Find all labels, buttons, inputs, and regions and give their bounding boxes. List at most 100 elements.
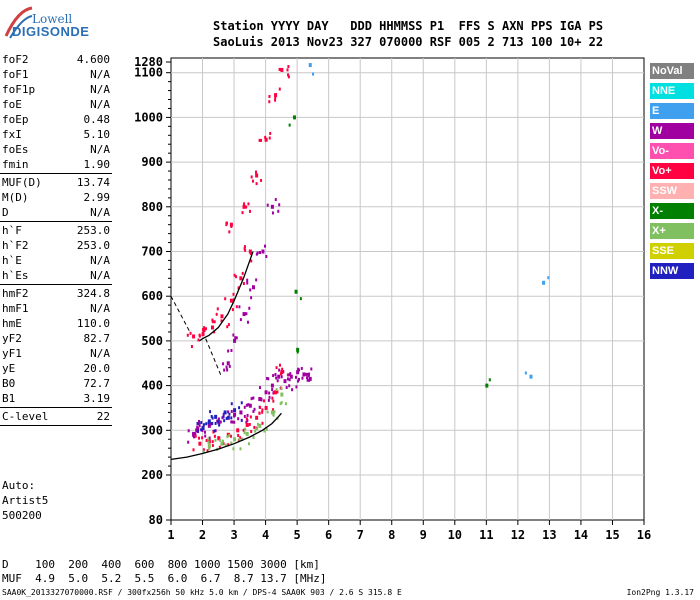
echo-point	[238, 437, 241, 441]
echo-point	[297, 368, 300, 372]
echo-point	[233, 338, 237, 343]
auto-code: 500200	[2, 509, 42, 522]
param-value: 253.0	[76, 224, 110, 237]
echo-point	[275, 388, 278, 392]
param-row: fmin 1.90	[0, 157, 112, 172]
echo-point	[246, 278, 249, 282]
station-header: Station YYYY DAY DDD HHMMSS P1 FFS S AXN…	[213, 18, 603, 50]
param-label: foF1	[2, 68, 29, 81]
echo-point	[233, 437, 237, 442]
echo-point	[187, 440, 190, 444]
echo-point	[195, 428, 199, 433]
param-value: 5.10	[83, 128, 111, 141]
echo-point	[255, 182, 258, 186]
echo-point	[272, 374, 275, 378]
echo-point	[264, 135, 267, 139]
echo-point	[189, 331, 192, 335]
param-row: h`E N/A	[0, 253, 112, 268]
echo-point	[249, 252, 252, 256]
echo-point	[219, 438, 222, 442]
echo-point	[217, 436, 220, 440]
echo-point	[206, 449, 209, 453]
legend: NoVal NNE E W Vo- Vo+ SSW X- X+ SSE NNW	[650, 63, 694, 283]
echo-point	[207, 443, 211, 448]
param-label: D	[2, 206, 9, 219]
y-tick-label: 300	[141, 423, 163, 437]
echo-point	[266, 203, 269, 207]
echo-point	[192, 334, 196, 339]
echo-point	[271, 396, 274, 400]
echo-point	[224, 297, 227, 301]
echo-point	[209, 410, 212, 414]
echo-point	[274, 390, 278, 395]
echo-point	[232, 298, 235, 302]
logo-line2: DIGISONDE	[12, 24, 90, 39]
echo-point	[261, 421, 264, 425]
x-tick-label: 14	[574, 528, 588, 542]
param-row: foF1 N/A	[0, 67, 112, 82]
echo-point	[222, 415, 225, 419]
y-tick-label: 800	[141, 200, 163, 214]
echo-point	[193, 435, 196, 439]
echo-point	[194, 434, 197, 438]
echo-point	[218, 423, 221, 427]
echo-point	[215, 312, 218, 316]
echo-point	[272, 408, 275, 412]
echo-point	[258, 138, 261, 142]
echo-point	[230, 402, 233, 406]
echo-point	[274, 372, 277, 376]
echo-point	[246, 413, 249, 417]
echo-point	[228, 434, 231, 438]
param-label: h`F2	[2, 239, 29, 252]
param-label: B1	[2, 392, 16, 405]
param-row: D N/A	[0, 205, 112, 220]
echo-point	[220, 314, 224, 319]
echo-point	[231, 420, 234, 424]
echo-point	[230, 348, 233, 352]
param-value: N/A	[90, 98, 110, 111]
echo-point	[245, 312, 248, 316]
echo-point	[243, 405, 246, 409]
dashed-trace-line	[205, 338, 222, 377]
echo-point	[278, 363, 281, 367]
echo-point	[258, 397, 262, 402]
echo-point	[272, 412, 275, 416]
digisonde-logo: Lowell DIGISONDE	[4, 4, 94, 46]
y-tick-label: 1100	[134, 66, 163, 80]
echo-point	[288, 373, 291, 377]
x-tick-label: 2	[199, 528, 206, 542]
x-tick-label: 8	[388, 528, 395, 542]
legend-item-nne: NNE	[650, 83, 694, 99]
echo-point	[192, 448, 195, 452]
echo-point	[237, 286, 240, 290]
legend-item-xplus: X+	[650, 223, 694, 239]
echo-point	[202, 328, 205, 332]
echo-point	[274, 93, 278, 98]
echo-point	[266, 376, 269, 380]
echo-point	[258, 251, 261, 255]
echo-point	[228, 412, 231, 416]
echo-point	[208, 446, 211, 450]
param-value: N/A	[90, 83, 110, 96]
legend-item-noval: NoVal	[650, 63, 694, 79]
echo-point	[283, 379, 287, 384]
x-tick-label: 1	[167, 528, 174, 542]
echo-point	[247, 202, 250, 206]
echo-point	[267, 398, 270, 402]
echo-point	[249, 288, 252, 292]
echo-point	[260, 138, 263, 142]
echo-point	[232, 447, 235, 451]
y-tick-label: 1280	[134, 55, 163, 69]
echo-point	[240, 401, 243, 405]
echo-point	[211, 443, 214, 447]
echo-point	[297, 379, 300, 383]
param-value: 3.19	[83, 392, 111, 405]
echo-point	[239, 318, 242, 322]
echo-point	[210, 414, 213, 418]
echo-point	[198, 334, 201, 338]
echo-point	[280, 387, 283, 391]
echo-point	[485, 383, 489, 388]
echo-point	[303, 373, 306, 377]
echo-point	[248, 249, 252, 254]
echo-point	[289, 372, 292, 376]
